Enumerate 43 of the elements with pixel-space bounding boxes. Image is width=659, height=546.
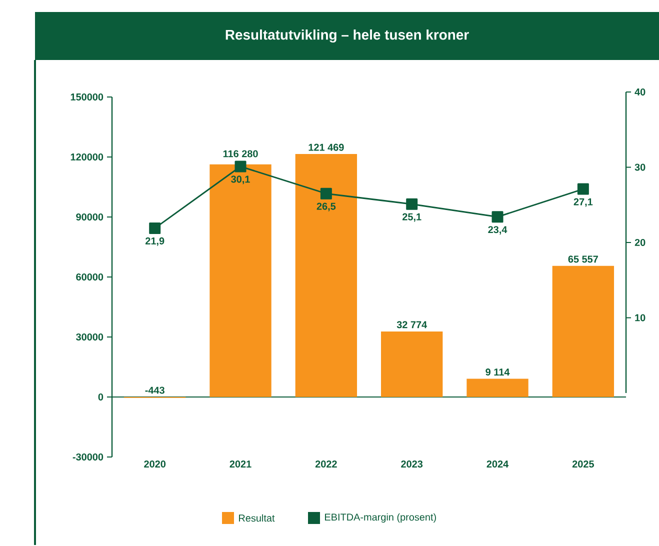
y-tick-label: 120000	[70, 153, 104, 161]
point	[577, 183, 589, 195]
point	[492, 211, 504, 223]
data-label: 23,4	[488, 226, 508, 235]
data-label: 9 114	[486, 368, 510, 376]
x-tick-label: 2024	[486, 460, 509, 468]
bar	[552, 266, 614, 397]
point	[320, 188, 332, 200]
x-tick-label: 2022	[315, 460, 337, 468]
x-tick-label: 2021	[230, 460, 252, 468]
data-label: 121 469	[308, 144, 344, 151]
y2-tick-label: 40	[634, 88, 646, 96]
data-label: 25,1	[402, 213, 422, 222]
chart-title: Resultatutvikling – hele tusen kroner	[226, 29, 469, 43]
data-label: 27,1	[574, 198, 593, 207]
y2-tick-label: 10	[635, 314, 646, 322]
point	[149, 222, 161, 234]
x-tick-label: 2025	[572, 460, 594, 468]
data-label: 65 557	[568, 256, 598, 263]
y2-tick-label: 30	[634, 164, 646, 171]
bar	[295, 154, 358, 397]
x-tick-label: 2020	[144, 460, 166, 468]
x-tick-label: 2023	[401, 460, 423, 468]
y-tick-label: 30000	[76, 333, 104, 341]
legend-label: EBITDA-margin (prosent)	[325, 513, 436, 523]
bar	[381, 331, 443, 397]
y-tick-label: 0	[98, 393, 104, 401]
data-label: 116 280	[223, 150, 258, 158]
data-label: 30,1	[231, 176, 250, 184]
data-label: -443	[145, 386, 164, 394]
bar	[210, 164, 272, 397]
bar	[466, 378, 528, 397]
data-label: 26,5	[316, 202, 336, 212]
y-tick-label: 60000	[76, 273, 104, 281]
y-tick-label: 150000	[70, 93, 104, 101]
data-label: 32 774	[396, 321, 428, 328]
point	[234, 160, 246, 172]
y2-tick-label: 20	[634, 238, 646, 246]
data-label: 21,9	[145, 237, 164, 246]
legend-label: Resultat	[239, 514, 275, 522]
point	[406, 198, 418, 210]
y-tick-label: -30000	[72, 453, 104, 461]
y-tick-label: 90000	[76, 213, 104, 221]
